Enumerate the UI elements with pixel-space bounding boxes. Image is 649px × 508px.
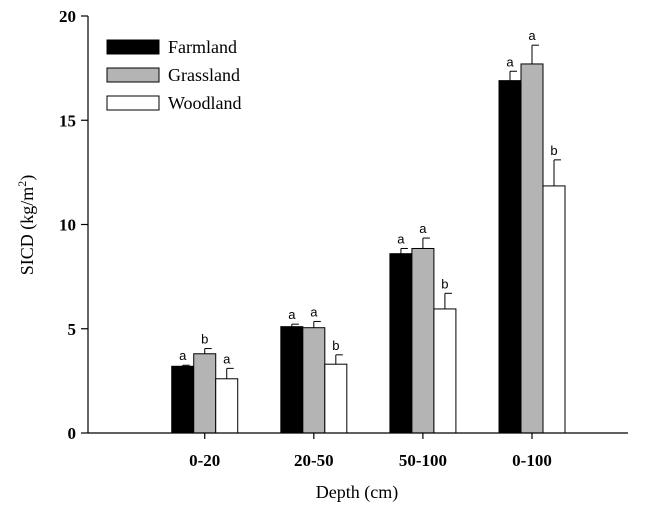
y-axis-title-main: SICD (kg/m [17, 187, 38, 276]
y-axis-title-tail: ) [17, 175, 38, 181]
significance-label: b [201, 332, 208, 347]
bar-farmland-0-20 [171, 365, 195, 434]
bar-farmland-0-100 [498, 80, 522, 434]
bar-grassland-20-50 [302, 327, 326, 434]
significance-label: a [223, 351, 231, 366]
bar-woodland-20-50 [324, 363, 348, 434]
legend-label-grassland: Grassland [168, 65, 240, 85]
y-tick-label: 0 [68, 424, 77, 443]
legend: Farmland Grassland Woodland [106, 37, 242, 113]
bar-farmland-20-50 [280, 326, 304, 434]
x-axis-title: Depth (cm) [316, 482, 398, 503]
y-tick-label: 15 [59, 111, 76, 130]
significance-label: a [506, 54, 514, 69]
y-axis-title: SICD (kg/m2) [15, 175, 38, 276]
legend-swatch-grassland [106, 67, 160, 83]
x-tick-label: 50-100 [399, 451, 447, 470]
significance-label: a [397, 231, 405, 246]
y-tick-label: 10 [59, 216, 76, 235]
bar-woodland-0-100 [542, 185, 566, 434]
legend-swatch-farmland [106, 39, 160, 55]
x-tick-label: 0-100 [512, 451, 552, 470]
bar-grassland-0-20 [193, 353, 217, 434]
significance-label: a [179, 348, 187, 363]
y-tick-label: 20 [59, 7, 76, 26]
significance-label: b [441, 276, 448, 291]
significance-label: a [419, 221, 427, 236]
significance-label: b [550, 143, 557, 158]
bar-woodland-50-100 [433, 308, 457, 434]
significance-label: a [528, 28, 536, 43]
significance-label: b [332, 338, 339, 353]
significance-label: a [310, 304, 318, 319]
legend-label-woodland: Woodland [168, 93, 242, 113]
x-tick-label: 0-20 [189, 451, 220, 470]
significance-label: a [288, 307, 296, 322]
legend-swatch-woodland [106, 95, 160, 111]
bar-grassland-0-100 [520, 63, 544, 434]
bar-farmland-50-100 [389, 253, 413, 434]
y-tick-label: 5 [68, 320, 77, 339]
bar-woodland-0-20 [215, 378, 239, 434]
legend-label-farmland: Farmland [168, 37, 237, 57]
bar-grassland-50-100 [411, 247, 435, 434]
y-axis-title-superscript: 2 [15, 181, 29, 187]
x-tick-label: 20-50 [294, 451, 334, 470]
axes: 0 5 10 15 20 0-20 20-50 50-100 0-100 [59, 7, 628, 470]
